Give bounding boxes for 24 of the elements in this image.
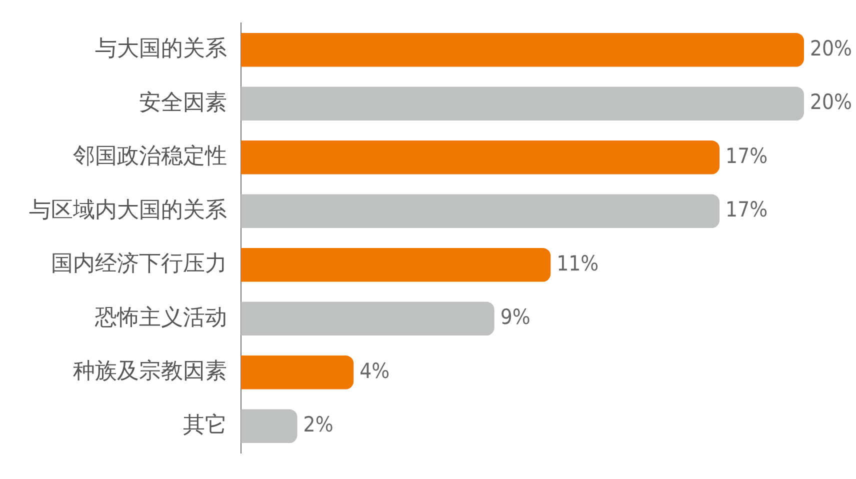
y-tick-label: 与区域内大国的关系 xyxy=(29,198,227,223)
bar xyxy=(241,32,804,67)
data-label: 2% xyxy=(303,412,334,437)
bar xyxy=(241,302,494,336)
y-tick-label: 邻国政治稳定性 xyxy=(73,144,227,170)
bar xyxy=(241,194,720,228)
data-label: 4% xyxy=(360,358,390,383)
bar xyxy=(241,409,298,444)
data-label: 9% xyxy=(500,305,530,330)
bar xyxy=(241,355,354,390)
y-tick-label: 安全因素 xyxy=(139,90,227,116)
data-label: 20% xyxy=(810,90,852,114)
data-label: 17% xyxy=(726,144,768,168)
y-tick-label: 其它 xyxy=(183,412,227,438)
data-label: 20% xyxy=(810,36,852,60)
y-tick-label: 恐怖主义活动 xyxy=(94,305,227,330)
data-label: 17% xyxy=(726,198,768,222)
y-tick-label: 种族及宗教因素 xyxy=(73,359,227,384)
y-tick-label: 与大国的关系 xyxy=(95,36,227,62)
bar xyxy=(241,140,720,174)
y-tick-label: 国内经济下行压力 xyxy=(51,252,227,277)
bar xyxy=(241,86,804,121)
bar xyxy=(241,248,551,282)
data-label: 11% xyxy=(556,251,599,276)
